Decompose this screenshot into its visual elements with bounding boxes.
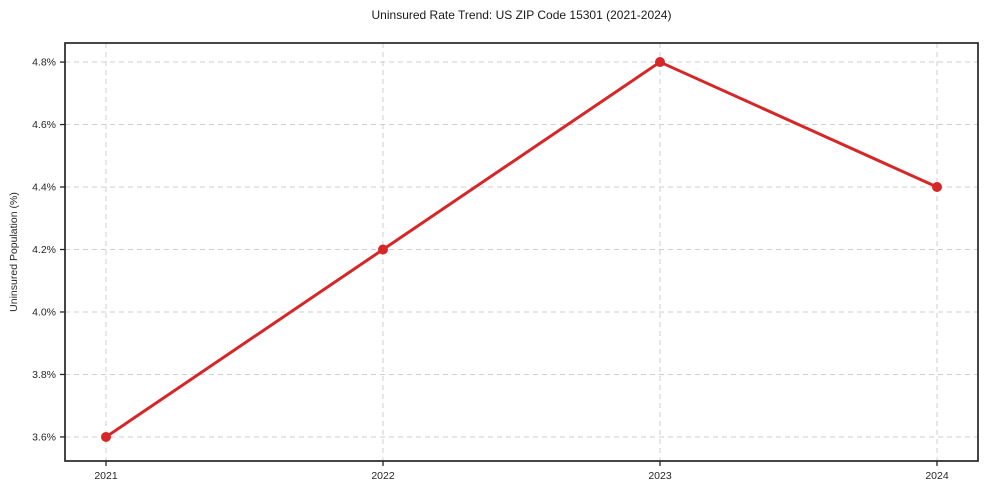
y-tick-label: 3.6%: [32, 431, 56, 443]
y-tick-label: 4.8%: [32, 57, 56, 69]
x-tick-label: 2021: [94, 470, 118, 482]
y-tick-label: 3.8%: [32, 369, 56, 381]
data-point-marker: [655, 57, 665, 68]
x-tick-label: 2023: [648, 470, 672, 482]
data-point-marker: [101, 431, 111, 442]
y-tick-label: 4.0%: [32, 306, 56, 318]
chart-title: Uninsured Rate Trend: US ZIP Code 15301 …: [371, 8, 672, 22]
y-tick-label: 4.4%: [32, 182, 56, 194]
data-point-marker: [932, 182, 942, 193]
x-tick-label: 2024: [925, 470, 949, 482]
y-tick-label: 4.6%: [32, 119, 56, 131]
y-tick-label: 4.2%: [32, 244, 56, 256]
plot-frame: [64, 42, 979, 462]
series-line: [104, 60, 939, 439]
x-tick-label: 2022: [371, 470, 395, 482]
data-point-marker: [378, 244, 388, 255]
